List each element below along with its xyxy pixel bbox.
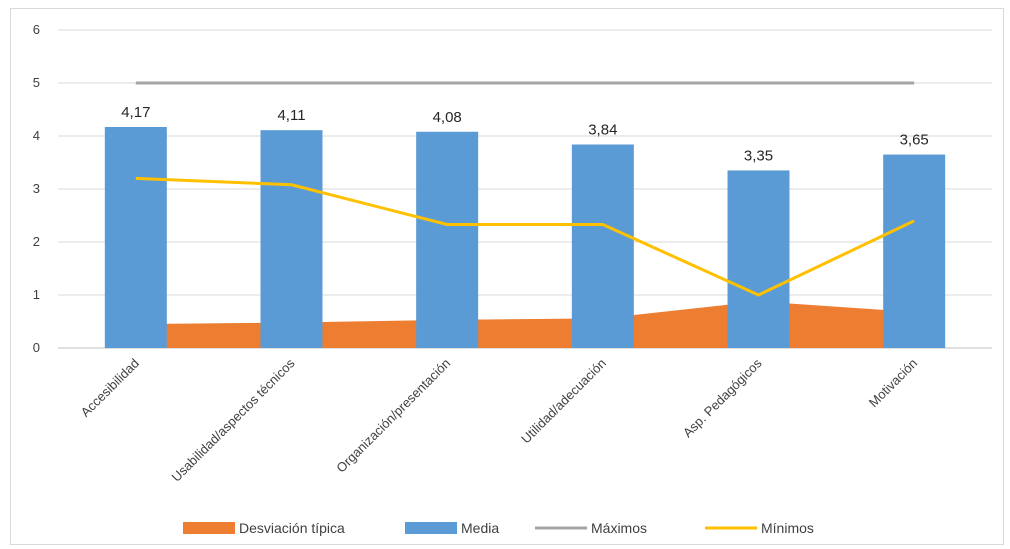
- x-tick-label: Accesibilidad: [78, 356, 142, 420]
- mean-bar: [883, 154, 946, 348]
- legend-swatch: [405, 522, 457, 534]
- y-tick-label: 4: [33, 128, 40, 143]
- mean-bars: [104, 126, 946, 349]
- mean-bar: [260, 130, 323, 348]
- x-axis: Accesibilidad Usabilidad/aspectos técnico…: [78, 355, 921, 485]
- legend-swatch: [183, 522, 235, 534]
- series-lines: [135, 81, 915, 297]
- std-dev-area: [135, 301, 915, 348]
- legend: Desviación típica Media Máximos Mínimos: [183, 520, 814, 536]
- x-tick-label: Usabilidad/aspectos técnicos: [168, 355, 298, 485]
- gridlines: [58, 29, 992, 349]
- y-tick-label: 6: [33, 22, 40, 37]
- x-tick-label: Asp. Pedagógicos: [680, 355, 765, 440]
- y-tick-label: 1: [33, 287, 40, 302]
- minimos-line: [135, 176, 915, 297]
- data-label: 4,11: [277, 107, 305, 124]
- mean-bar: [416, 131, 479, 348]
- x-tick-label: Motivación: [866, 356, 921, 411]
- legend-label: Máximos: [591, 520, 647, 536]
- x-tick-label: Utilidad/adecuación: [518, 356, 609, 447]
- y-tick-label: 2: [33, 234, 40, 249]
- y-tick-label: 3: [33, 181, 40, 196]
- data-label: 4,17: [121, 104, 150, 121]
- legend-label: Media: [461, 520, 499, 536]
- data-label: 3,35: [744, 147, 773, 164]
- mean-bar: [571, 144, 634, 348]
- std-dev-area-shape: [135, 301, 915, 348]
- legend-label: Desviación típica: [239, 520, 345, 536]
- data-labels: 4,17 4,11 4,08 3,84 3,35 3,65: [121, 104, 929, 164]
- chart-frame: [10, 8, 1004, 545]
- data-label: 3,65: [900, 132, 929, 149]
- mean-bar: [727, 170, 790, 348]
- data-label: 4,08: [433, 109, 462, 126]
- y-axis: 0 1 2 3 4 5 6: [33, 22, 40, 355]
- y-tick-label: 5: [33, 75, 40, 90]
- y-tick-label: 0: [33, 340, 40, 355]
- legend-label: Mínimos: [761, 520, 814, 536]
- mean-bar: [104, 126, 167, 349]
- data-label: 3,84: [588, 121, 617, 138]
- x-tick-label: Organización/presentación: [333, 356, 453, 476]
